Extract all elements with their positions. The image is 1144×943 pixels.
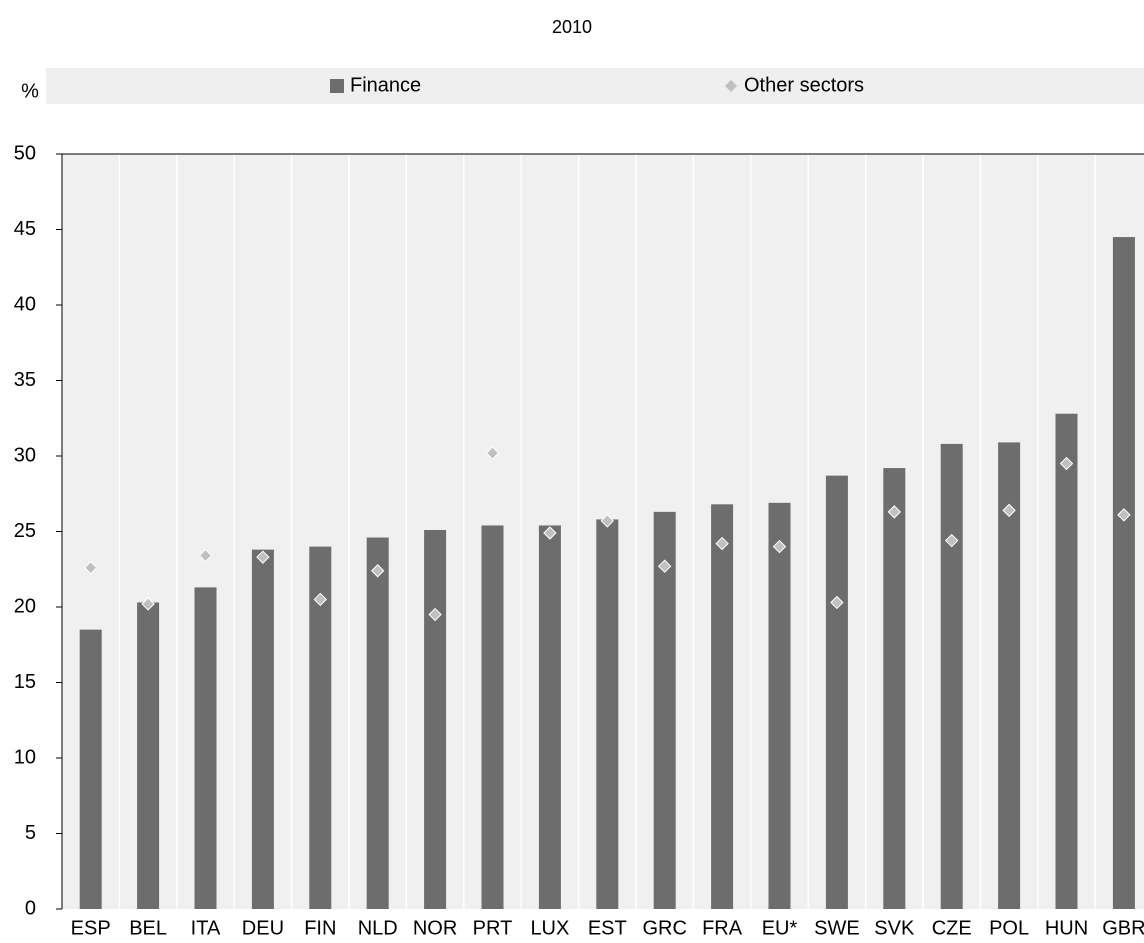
bar xyxy=(538,525,561,909)
legend-label: Finance xyxy=(350,74,421,96)
bar xyxy=(79,629,102,909)
x-tick-label: LUX xyxy=(530,917,569,939)
point xyxy=(715,536,729,551)
point xyxy=(657,559,672,573)
y-tick-label: 50 xyxy=(14,142,36,164)
y-tick-label: 5 xyxy=(25,822,36,844)
y-axis-label: % xyxy=(21,80,39,102)
y-tick-label: 35 xyxy=(14,369,36,391)
bar xyxy=(1055,413,1078,909)
point xyxy=(198,548,213,563)
x-tick-label: NOR xyxy=(413,917,457,939)
bar xyxy=(653,511,676,909)
x-tick-label: FIN xyxy=(304,917,336,939)
point xyxy=(83,561,98,575)
point xyxy=(543,526,557,540)
point xyxy=(256,550,270,564)
x-tick-label: EST xyxy=(588,917,627,939)
y-tick-label: 10 xyxy=(14,746,36,768)
y-tick-label: 25 xyxy=(14,520,36,542)
x-tick-label: ITA xyxy=(191,917,221,939)
point xyxy=(141,597,155,611)
bar xyxy=(424,529,447,909)
x-tick-label: DEU xyxy=(242,917,284,939)
bar xyxy=(251,549,274,909)
x-tick-label: ESP xyxy=(71,917,111,939)
point xyxy=(830,595,844,610)
y-tick-label: 30 xyxy=(14,444,36,466)
point xyxy=(485,446,500,460)
point xyxy=(1002,503,1016,518)
x-tick-label: GBR xyxy=(1102,917,1144,939)
x-tick-label: PRT xyxy=(473,917,513,939)
y-tick-label: 0 xyxy=(25,897,36,919)
x-tick-label: POL xyxy=(989,917,1029,939)
legend-background xyxy=(46,68,1144,104)
bar xyxy=(768,502,791,909)
x-tick-label: FRA xyxy=(702,917,743,939)
chart-title: 2010 xyxy=(552,17,592,37)
y-tick-label: 40 xyxy=(14,293,36,315)
bar xyxy=(940,443,963,909)
bar xyxy=(1112,237,1135,910)
point xyxy=(1059,456,1074,471)
bar xyxy=(596,519,619,909)
x-tick-label: EU* xyxy=(762,917,798,939)
point xyxy=(428,607,442,622)
bar xyxy=(883,468,906,909)
point xyxy=(600,514,615,528)
bar xyxy=(998,442,1021,909)
y-tick-label: 15 xyxy=(14,671,36,693)
point xyxy=(370,564,385,578)
bar xyxy=(481,525,504,909)
bar xyxy=(309,546,332,909)
bar xyxy=(825,475,848,909)
x-tick-label: SWE xyxy=(814,917,860,939)
legend-swatch xyxy=(330,79,344,93)
legend-label: Other sectors xyxy=(744,74,864,96)
bar xyxy=(137,602,160,909)
x-tick-label: CZE xyxy=(932,917,972,939)
y-tick-label: 45 xyxy=(14,218,36,240)
bar xyxy=(711,504,734,909)
point xyxy=(1117,508,1131,522)
legend-swatch xyxy=(725,80,737,92)
bar xyxy=(194,587,217,909)
point xyxy=(772,539,787,554)
x-tick-label: NLD xyxy=(358,917,398,939)
x-tick-label: HUN xyxy=(1045,917,1088,939)
y-tick-label: 20 xyxy=(14,595,36,617)
x-tick-label: BEL xyxy=(129,917,167,939)
bar xyxy=(366,537,389,909)
x-tick-label: GRC xyxy=(642,917,686,939)
x-tick-label: SVK xyxy=(874,917,915,939)
point xyxy=(887,505,902,519)
point xyxy=(313,592,328,607)
point xyxy=(944,533,959,548)
